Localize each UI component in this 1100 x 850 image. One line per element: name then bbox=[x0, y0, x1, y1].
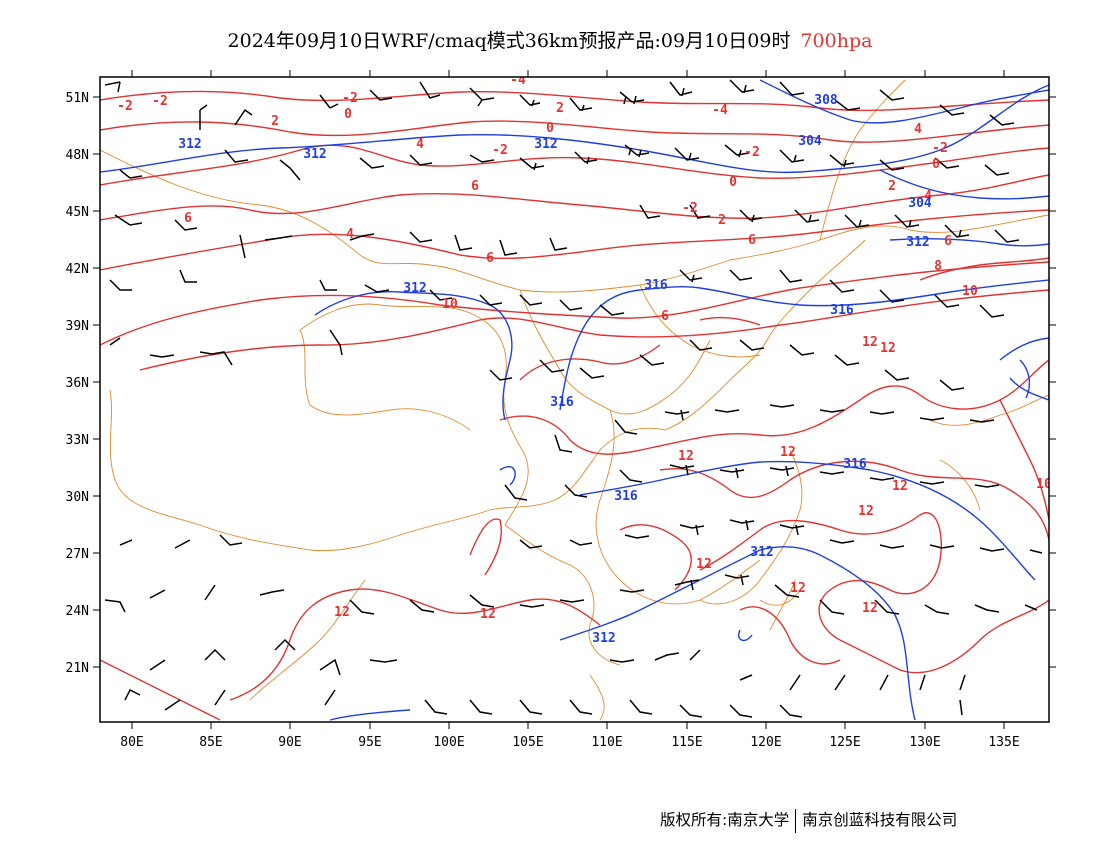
temp-label: 6 bbox=[184, 211, 192, 226]
height-label: 312 bbox=[906, 235, 929, 250]
temp-label: 12 bbox=[678, 449, 694, 464]
copyright-divider bbox=[795, 808, 797, 833]
temp-label: 10 bbox=[962, 284, 978, 299]
height-label: 304 bbox=[908, 196, 932, 211]
height-label: 308 bbox=[814, 93, 838, 108]
temp-label: -2 bbox=[682, 201, 698, 216]
temp-label: -2 bbox=[744, 145, 760, 160]
temp-label: 2 bbox=[271, 114, 279, 129]
temp-label: 6 bbox=[486, 251, 494, 266]
temp-label: 12 bbox=[858, 504, 874, 519]
height-label: 312 bbox=[592, 631, 615, 646]
lat-label: 48N bbox=[66, 148, 89, 163]
lat-label: 42N bbox=[66, 262, 89, 277]
height-label: 316 bbox=[644, 278, 668, 293]
lat-label: 30N bbox=[66, 490, 89, 505]
height-labels: 312 312 308 304 312 304 312 312 316 316 … bbox=[178, 93, 932, 646]
temp-label: 10 bbox=[1036, 477, 1052, 492]
wind-barbs bbox=[104, 79, 1043, 718]
temp-label: -2 bbox=[342, 91, 358, 106]
title-main: 2024年09月10日WRF/cmaq模式36km预报产品:09月10日09时 bbox=[227, 30, 791, 52]
copyright-owner-1: 南京大学 bbox=[727, 811, 790, 829]
lon-label: 135E bbox=[988, 735, 1019, 750]
lon-label: 85E bbox=[199, 735, 222, 750]
map-frame bbox=[99, 76, 1050, 723]
lat-label: 24N bbox=[66, 604, 89, 619]
lon-label: 90E bbox=[278, 735, 301, 750]
map-title: 2024年09月10日WRF/cmaq模式36km预报产品:09月10日09时 7… bbox=[0, 26, 1100, 53]
temp-label: -4 bbox=[712, 103, 728, 118]
temperature-contours bbox=[100, 90, 1049, 721]
temp-label: 12 bbox=[862, 601, 878, 616]
lat-label: 27N bbox=[66, 547, 89, 562]
temp-label: 4 bbox=[924, 189, 932, 204]
height-label: 312 bbox=[178, 137, 201, 152]
lat-label: 36N bbox=[66, 376, 89, 391]
temp-label: 0 bbox=[344, 107, 352, 122]
temp-label: 12 bbox=[780, 445, 796, 460]
copyright-owner-2: 南京创蓝科技有限公司 bbox=[802, 811, 958, 829]
lon-label: 105E bbox=[512, 735, 543, 750]
temp-label: 8 bbox=[934, 259, 942, 274]
lon-label: 100E bbox=[433, 735, 464, 750]
temp-label: 2 bbox=[888, 179, 896, 194]
latitude-axis bbox=[93, 96, 1056, 668]
height-label: 312 bbox=[534, 137, 557, 152]
temp-label: -4 bbox=[510, 73, 526, 88]
temp-label: 6 bbox=[748, 233, 756, 248]
temp-label: 4 bbox=[416, 137, 424, 152]
lon-label: 115E bbox=[671, 735, 702, 750]
height-label: 316 bbox=[830, 303, 854, 318]
temp-label: 0 bbox=[932, 157, 940, 172]
temp-label: -2 bbox=[152, 94, 168, 109]
temp-label: 0 bbox=[546, 121, 554, 136]
lat-label: 45N bbox=[66, 205, 89, 220]
height-label: 316 bbox=[843, 457, 867, 472]
height-label: 312 bbox=[303, 147, 326, 162]
lat-label: 39N bbox=[66, 319, 89, 334]
temp-label: 12 bbox=[480, 607, 496, 622]
temp-label: 10 bbox=[442, 297, 458, 312]
title-level: 700hpa bbox=[800, 30, 873, 52]
lon-label: 125E bbox=[829, 735, 860, 750]
height-label: 304 bbox=[798, 134, 822, 149]
temp-label: 2 bbox=[556, 101, 564, 116]
temp-label: 12 bbox=[892, 479, 908, 494]
lon-label: 95E bbox=[358, 735, 381, 750]
temp-label: 6 bbox=[944, 234, 952, 249]
temp-label: 6 bbox=[471, 179, 479, 194]
temp-label: 4 bbox=[346, 227, 354, 242]
lon-label: 80E bbox=[120, 735, 143, 750]
lat-label: 21N bbox=[66, 661, 89, 676]
copyright-prefix: 版权所有: bbox=[660, 811, 728, 829]
border-lines bbox=[100, 79, 1049, 721]
temp-label: 2 bbox=[718, 213, 726, 228]
lon-label: 110E bbox=[591, 735, 622, 750]
temp-label: -2 bbox=[117, 99, 133, 114]
temp-label: 12 bbox=[862, 335, 878, 350]
temp-label: -2 bbox=[932, 141, 948, 156]
temp-label: 12 bbox=[334, 605, 350, 620]
height-contours bbox=[100, 79, 1049, 721]
temp-label: 4 bbox=[914, 122, 922, 137]
copyright-notice: 版权所有:南京大学 南京创蓝科技有限公司 bbox=[660, 808, 957, 833]
temp-label: 12 bbox=[696, 557, 712, 572]
temp-label: 12 bbox=[880, 341, 896, 356]
temp-label: -2 bbox=[492, 143, 508, 158]
longitude-axis bbox=[131, 70, 1005, 729]
temp-label: 12 bbox=[790, 581, 806, 596]
temperature-labels: -2 -2 -2 0 -4 -4 2 0 2 -2 4 -2 -2 0 4 6 … bbox=[117, 73, 1052, 622]
temp-label: 6 bbox=[661, 309, 669, 324]
height-label: 312 bbox=[750, 545, 773, 560]
lat-label: 33N bbox=[66, 433, 89, 448]
height-label: 316 bbox=[550, 395, 574, 410]
height-label: 312 bbox=[403, 281, 426, 296]
height-label: 316 bbox=[614, 489, 638, 504]
temp-label: 0 bbox=[729, 175, 737, 190]
lon-label: 120E bbox=[750, 735, 781, 750]
lon-label: 130E bbox=[909, 735, 940, 750]
lat-label: 51N bbox=[66, 91, 89, 106]
